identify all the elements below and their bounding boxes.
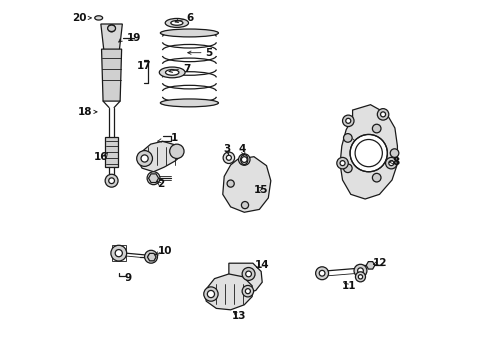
Circle shape bbox=[337, 157, 348, 169]
Circle shape bbox=[223, 152, 235, 163]
Circle shape bbox=[343, 115, 354, 127]
Circle shape bbox=[358, 275, 363, 279]
Circle shape bbox=[355, 139, 382, 167]
Circle shape bbox=[343, 164, 352, 172]
Circle shape bbox=[389, 161, 394, 166]
Circle shape bbox=[390, 149, 399, 157]
Text: 18: 18 bbox=[78, 107, 93, 117]
Polygon shape bbox=[229, 263, 262, 293]
Text: 20: 20 bbox=[72, 13, 87, 23]
Polygon shape bbox=[205, 274, 252, 310]
Circle shape bbox=[245, 289, 250, 294]
Circle shape bbox=[319, 270, 325, 276]
Circle shape bbox=[381, 112, 386, 117]
Text: 14: 14 bbox=[255, 260, 270, 270]
Circle shape bbox=[245, 271, 251, 277]
Ellipse shape bbox=[166, 69, 179, 75]
Circle shape bbox=[111, 245, 126, 261]
Ellipse shape bbox=[165, 18, 189, 27]
Polygon shape bbox=[223, 157, 271, 212]
Text: 5: 5 bbox=[205, 48, 212, 58]
Text: 16: 16 bbox=[94, 152, 109, 162]
Circle shape bbox=[145, 250, 157, 263]
Text: 7: 7 bbox=[183, 64, 190, 74]
Text: 15: 15 bbox=[254, 185, 269, 195]
Circle shape bbox=[354, 264, 367, 277]
Circle shape bbox=[346, 118, 351, 123]
Ellipse shape bbox=[108, 25, 116, 32]
Text: 12: 12 bbox=[373, 258, 388, 268]
Circle shape bbox=[108, 25, 115, 32]
Circle shape bbox=[242, 202, 248, 209]
Ellipse shape bbox=[160, 99, 219, 107]
Circle shape bbox=[207, 291, 215, 298]
Circle shape bbox=[372, 174, 381, 182]
Circle shape bbox=[204, 287, 218, 301]
Circle shape bbox=[137, 150, 152, 166]
Circle shape bbox=[242, 157, 247, 162]
Polygon shape bbox=[147, 253, 156, 261]
Circle shape bbox=[355, 272, 366, 282]
Circle shape bbox=[226, 155, 231, 160]
Text: 1: 1 bbox=[171, 133, 177, 143]
Text: 10: 10 bbox=[158, 246, 172, 256]
Text: 2: 2 bbox=[157, 179, 164, 189]
Circle shape bbox=[358, 268, 364, 274]
Circle shape bbox=[227, 180, 234, 187]
Text: 17: 17 bbox=[137, 61, 151, 71]
Text: 13: 13 bbox=[232, 311, 246, 321]
Polygon shape bbox=[101, 49, 122, 101]
Text: 3: 3 bbox=[223, 144, 231, 154]
Circle shape bbox=[242, 285, 254, 297]
Text: 6: 6 bbox=[187, 13, 194, 23]
Text: 4: 4 bbox=[239, 144, 246, 154]
Circle shape bbox=[115, 249, 122, 257]
Circle shape bbox=[340, 161, 345, 166]
Circle shape bbox=[170, 144, 184, 158]
Polygon shape bbox=[148, 174, 159, 183]
Circle shape bbox=[242, 267, 255, 280]
Text: 8: 8 bbox=[392, 157, 399, 167]
Ellipse shape bbox=[171, 21, 183, 25]
Polygon shape bbox=[139, 141, 181, 172]
Polygon shape bbox=[101, 24, 122, 53]
Text: 9: 9 bbox=[125, 273, 132, 283]
Polygon shape bbox=[105, 137, 118, 167]
Ellipse shape bbox=[160, 29, 219, 37]
Circle shape bbox=[372, 124, 381, 133]
Circle shape bbox=[105, 174, 118, 187]
Ellipse shape bbox=[159, 67, 185, 78]
Text: 11: 11 bbox=[342, 281, 356, 291]
Circle shape bbox=[377, 109, 389, 120]
Circle shape bbox=[316, 267, 329, 280]
Ellipse shape bbox=[95, 16, 102, 20]
Circle shape bbox=[350, 134, 388, 172]
Circle shape bbox=[148, 254, 154, 260]
Polygon shape bbox=[366, 262, 375, 269]
Circle shape bbox=[141, 155, 148, 162]
Circle shape bbox=[239, 154, 250, 165]
Circle shape bbox=[386, 157, 397, 169]
Circle shape bbox=[343, 134, 352, 142]
Circle shape bbox=[147, 172, 160, 185]
Text: 19: 19 bbox=[126, 33, 141, 43]
Circle shape bbox=[109, 178, 115, 184]
Polygon shape bbox=[340, 105, 397, 199]
Ellipse shape bbox=[241, 154, 248, 165]
